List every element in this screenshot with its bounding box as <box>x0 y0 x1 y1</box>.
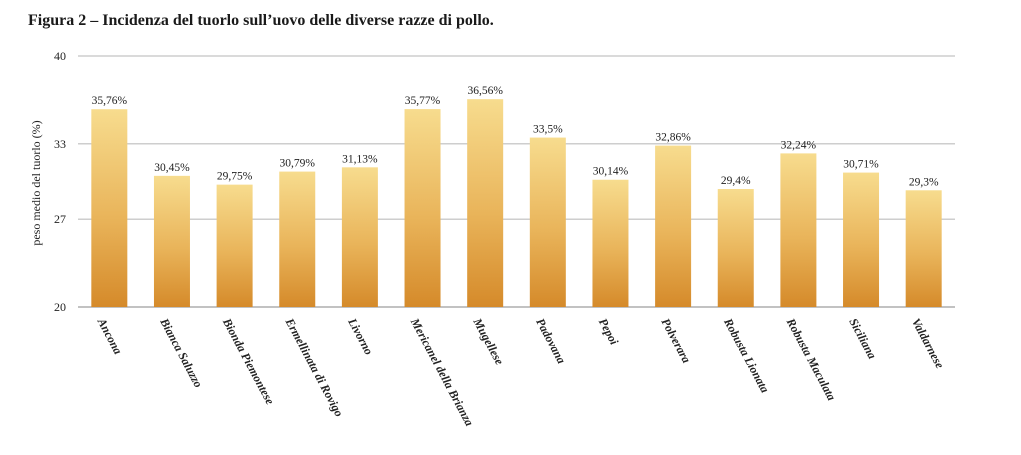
bar-robusta-maculata <box>780 153 817 307</box>
bar-ermellinata-di-rovigo <box>279 171 316 307</box>
data-labels: 35,76% 30,45% 29,75% 30,79% 31,13% 35,77% 36,5… <box>92 85 939 188</box>
bar-mugellese <box>467 99 504 307</box>
bar-polverara <box>655 145 692 307</box>
data-label: 32,86% <box>655 132 691 144</box>
bar-ancona <box>91 109 128 307</box>
bar-mericanel-della-brianza <box>404 109 441 307</box>
figure-caption: Figura 2 – Incidenza del tuorlo sull’uov… <box>28 12 494 29</box>
data-label: 30,79% <box>280 158 316 170</box>
x-tick-label: Bianca Saluzzo <box>157 315 206 390</box>
bar-pepoi <box>592 179 629 307</box>
y-tick-label: 27 <box>54 212 66 226</box>
data-label: 30,14% <box>593 166 629 178</box>
data-label: 35,76% <box>92 95 128 107</box>
data-label: 29,4% <box>721 175 751 187</box>
y-tick-label: 33 <box>54 137 66 151</box>
x-axis-category-labels: Ancona Bianca Saluzzo Bionda Piemontese Erm… <box>94 315 947 428</box>
data-label: 30,71% <box>843 159 879 171</box>
y-tick-label: 20 <box>54 300 66 314</box>
x-tick-label: Bionda Piemontese <box>219 315 277 408</box>
bar-padovana <box>529 137 566 307</box>
y-axis-ticks: 20 27 33 40 <box>54 49 66 314</box>
data-label: 33,5% <box>533 124 563 136</box>
data-label: 35,77% <box>405 95 441 107</box>
bar-siciliana <box>843 172 880 307</box>
x-tick-label: Valdarnese <box>909 316 947 371</box>
bars <box>91 99 942 307</box>
data-label: 31,13% <box>342 153 378 165</box>
x-tick-label: Livorno <box>345 315 376 357</box>
y-axis-title: peso medio del tuorlo (%) <box>29 120 43 245</box>
x-tick-label: Ancona <box>94 315 125 357</box>
y-tick-label: 40 <box>54 49 66 63</box>
x-tick-label: Ermellinata di Rovigo <box>282 315 346 419</box>
bar-bianca-saluzzo <box>153 175 190 307</box>
data-label: 29,75% <box>217 171 253 183</box>
data-label: 32,24% <box>781 139 817 151</box>
data-label: 36,56% <box>467 85 503 97</box>
x-tick-label: Mugellese <box>470 315 507 368</box>
bar-robusta-lionata <box>717 189 754 307</box>
bar-livorno <box>341 167 378 307</box>
x-tick-label: Mericanel della Brianza <box>407 315 476 428</box>
bar-bionda-piemontese <box>216 184 253 307</box>
x-tick-label: Robusta Lionata <box>721 315 772 395</box>
data-label: 29,3% <box>909 176 939 188</box>
data-label: 30,45% <box>154 162 190 174</box>
x-tick-label: Polverara <box>658 316 693 366</box>
x-tick-label: Padovana <box>533 316 569 366</box>
x-tick-label: Pepoi <box>596 316 622 348</box>
gridlines <box>78 55 955 308</box>
x-tick-label: Siciliana <box>846 316 879 361</box>
x-tick-label: Robusta Maculata <box>783 315 839 403</box>
bar-valdarnese <box>905 190 942 307</box>
